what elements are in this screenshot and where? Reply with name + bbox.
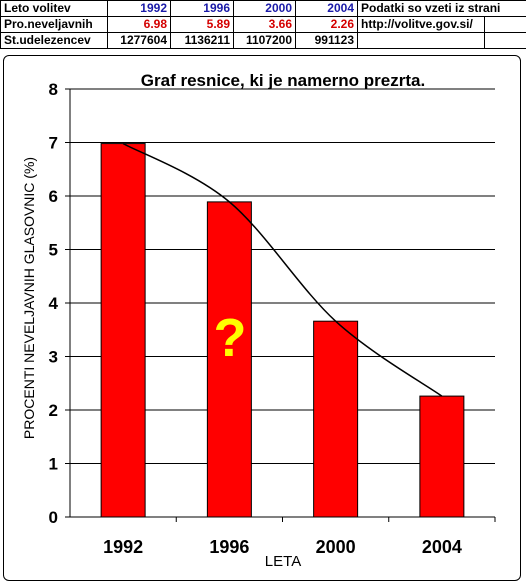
y-tick-label: 1 [49, 455, 58, 474]
table-row: Leto volitev 1992 1996 2000 2004 Podatki… [0, 0, 526, 17]
row-label[interactable]: St.udelezencev [0, 32, 108, 49]
x-tick-label: 2004 [422, 537, 462, 557]
data-table: Leto volitev 1992 1996 2000 2004 Podatki… [0, 0, 526, 49]
y-tick-label: 4 [49, 294, 59, 313]
bars [100, 143, 465, 518]
cell[interactable]: 991123 [295, 32, 358, 49]
chart-title: Graf resnice, ki je namerno prezrta. [141, 71, 425, 90]
x-axis-label: LETA [265, 553, 301, 570]
y-tick-label: 5 [49, 241, 58, 260]
y-axis-label: PROCENTI NEVELJAVNIH GLASOVNIC (%) [21, 157, 37, 439]
y-tick-label: 6 [49, 187, 58, 206]
x-tick-label: 1992 [103, 537, 143, 557]
cell[interactable]: 2004 [295, 0, 358, 17]
cell[interactable]: 1136211 [170, 32, 234, 49]
question-mark-annotation: ? [214, 308, 247, 368]
y-tick-label: 0 [49, 508, 58, 527]
y-ticks: 0 1 2 3 4 5 6 7 8 [49, 80, 70, 527]
x-ticks: 1992 1996 2000 2004 [103, 517, 496, 557]
x-tick-label: 1996 [209, 537, 249, 557]
note-cell[interactable]: Podatki so vzeti iz strani [357, 0, 526, 17]
y-tick-label: 3 [49, 348, 58, 367]
trend-line [122, 142, 443, 397]
cell[interactable]: 1107200 [233, 32, 296, 49]
table-row: St.udelezencev 1277604 1136211 1107200 9… [0, 32, 526, 49]
y-tick-label: 7 [49, 134, 58, 153]
y-tick-label: 8 [49, 80, 58, 99]
bar [100, 143, 146, 518]
x-tick-label: 2000 [316, 537, 356, 557]
y-tick-label: 2 [49, 401, 58, 420]
bar [419, 395, 465, 518]
bar [313, 320, 359, 518]
